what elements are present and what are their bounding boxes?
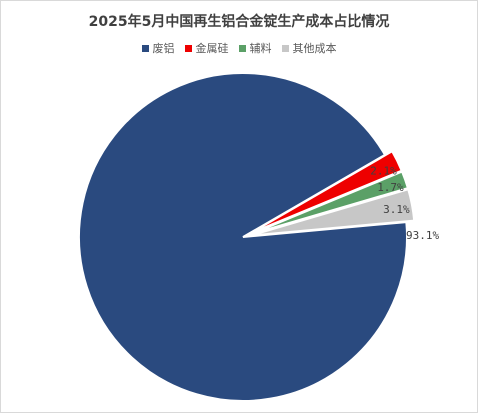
pie-slice bbox=[250, 170, 410, 236]
pie-slice bbox=[250, 188, 416, 237]
legend-item: 金属硅 bbox=[184, 40, 229, 56]
data-label: 2.1% bbox=[370, 165, 397, 178]
data-label: 1.7% bbox=[377, 181, 404, 194]
legend-label: 其他成本 bbox=[292, 42, 337, 55]
legend-swatch bbox=[184, 44, 192, 52]
chart-legend: 废铝 金属硅 辅料 其他成本 bbox=[0, 40, 478, 56]
data-label: 93.1% bbox=[406, 229, 439, 242]
legend-swatch bbox=[141, 44, 149, 52]
legend-swatch bbox=[281, 44, 289, 52]
chart-title: 2025年5月中国再生铝合金锭生产成本占比情况 bbox=[88, 14, 390, 30]
legend-swatch bbox=[238, 44, 246, 52]
pie-slice bbox=[78, 72, 408, 402]
legend-label: 金属硅 bbox=[195, 42, 229, 55]
legend-item: 其他成本 bbox=[281, 40, 337, 56]
legend-item: 辅料 bbox=[238, 40, 272, 56]
legend-label: 辅料 bbox=[249, 42, 272, 55]
data-label: 3.1% bbox=[383, 203, 410, 216]
legend-item: 废铝 bbox=[141, 40, 175, 56]
legend-label: 废铝 bbox=[152, 42, 175, 55]
